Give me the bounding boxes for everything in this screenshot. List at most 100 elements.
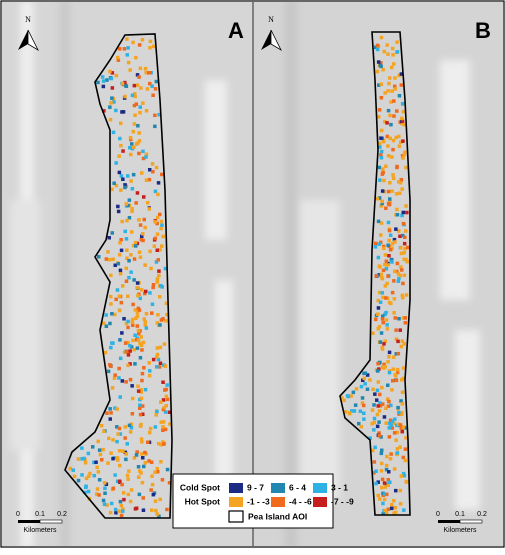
cell <box>111 456 115 461</box>
cell <box>375 398 379 402</box>
cell <box>153 470 157 474</box>
cell <box>391 138 396 143</box>
legend-group-title: Hot Spot <box>185 496 221 506</box>
cell <box>378 300 383 304</box>
cell <box>386 397 390 401</box>
cell <box>401 316 406 320</box>
cell <box>163 364 168 368</box>
cell <box>143 387 148 392</box>
cell <box>404 293 409 297</box>
cell <box>150 302 155 306</box>
cell <box>106 369 111 374</box>
cell <box>138 406 142 410</box>
cell <box>157 441 161 446</box>
cell <box>385 121 389 125</box>
cell <box>151 169 155 174</box>
cell <box>109 345 113 350</box>
cell <box>373 245 378 249</box>
cell <box>92 460 96 465</box>
cell <box>401 109 406 114</box>
cell <box>155 232 160 236</box>
cell <box>392 311 396 315</box>
cell <box>390 46 395 51</box>
cell <box>377 115 381 119</box>
cell <box>387 81 391 86</box>
cell <box>392 99 396 103</box>
scale-label: 0.2 <box>477 511 487 518</box>
cell <box>130 207 134 211</box>
cell <box>380 347 385 351</box>
cell <box>384 296 388 300</box>
cell <box>98 452 103 457</box>
cell <box>121 449 125 453</box>
cell <box>395 207 399 212</box>
cell <box>386 478 390 482</box>
cell <box>372 416 377 421</box>
cell <box>340 395 344 400</box>
cell <box>349 394 353 398</box>
cell <box>352 409 357 413</box>
panel-label: B <box>475 18 491 43</box>
cell <box>114 511 118 515</box>
cell <box>387 254 391 258</box>
cell <box>118 463 122 468</box>
cell <box>397 180 401 184</box>
cell <box>139 471 143 475</box>
cell <box>88 471 92 476</box>
cell <box>165 383 169 387</box>
cell <box>378 290 382 295</box>
cell <box>132 103 137 108</box>
cell <box>125 256 129 260</box>
cell <box>126 46 130 50</box>
cell <box>129 345 134 349</box>
cell <box>80 446 84 450</box>
cell <box>118 136 122 141</box>
cell <box>377 420 381 424</box>
cell <box>108 321 112 326</box>
cell <box>133 362 137 366</box>
cell <box>124 266 128 271</box>
cell <box>138 403 142 407</box>
cell <box>108 407 112 411</box>
cell <box>379 435 383 439</box>
cell <box>138 223 143 227</box>
cell <box>118 308 122 313</box>
cell <box>370 421 374 426</box>
cell <box>114 73 119 78</box>
legend-label: 6 - 4 <box>289 482 306 492</box>
cell <box>357 421 361 426</box>
cell <box>128 349 132 353</box>
cell <box>142 366 146 370</box>
cell <box>105 411 109 415</box>
cell <box>114 297 118 302</box>
cell <box>379 156 384 160</box>
cell <box>146 440 150 444</box>
cell <box>118 268 123 273</box>
cell <box>378 141 382 146</box>
cell <box>398 423 403 427</box>
cell <box>403 426 407 430</box>
cell <box>103 491 107 495</box>
cell <box>123 183 127 187</box>
cell <box>135 73 140 77</box>
cell <box>376 219 381 224</box>
cell <box>392 297 397 301</box>
cell <box>160 478 165 482</box>
cell <box>158 295 162 299</box>
cell <box>156 258 160 262</box>
cell <box>128 146 132 150</box>
cell <box>165 467 170 472</box>
cell <box>377 367 381 371</box>
cell <box>376 493 380 498</box>
cell <box>384 267 389 271</box>
cell <box>118 338 122 342</box>
cell <box>391 53 395 57</box>
cell <box>152 244 157 248</box>
cell <box>111 257 115 261</box>
cell <box>391 176 396 181</box>
cell <box>379 240 383 245</box>
cell <box>381 268 386 273</box>
cell <box>141 238 145 243</box>
cell <box>393 316 397 320</box>
cell <box>141 149 145 154</box>
